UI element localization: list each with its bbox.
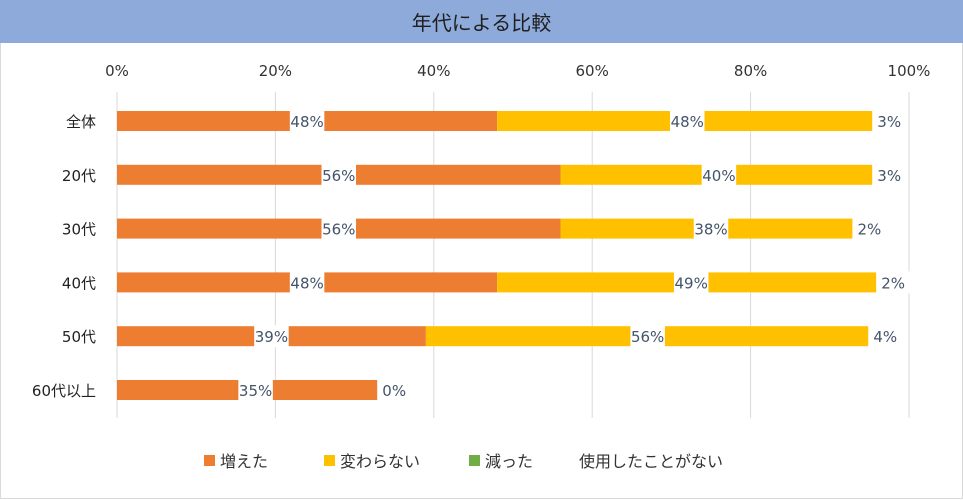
legend-swatch-0 (204, 455, 215, 466)
data-label-0-0: 48% (290, 113, 323, 131)
data-label-2-3: 2% (881, 274, 905, 292)
x-tick-label-3: 60% (576, 62, 609, 80)
category-label-5: 60代以上 (32, 382, 96, 400)
data-label-1-0: 48% (671, 113, 704, 131)
category-label-0: 全体 (66, 113, 96, 131)
data-label-bg-0-2 (321, 217, 357, 240)
data-label-2-4: 4% (873, 328, 897, 346)
data-label-bg-0-5 (238, 379, 273, 401)
x-tick-label-1: 20% (259, 62, 292, 80)
data-label-bg-2-3 (876, 271, 911, 294)
data-label-bg-1-2 (693, 217, 729, 240)
data-label-0-3: 48% (290, 274, 323, 292)
data-label-0-5: 35% (239, 382, 272, 400)
data-label-0-1: 56% (322, 167, 355, 185)
data-label-0-2: 56% (322, 221, 355, 239)
data-label-bg-2-0 (872, 110, 907, 132)
data-label-2-2: 2% (858, 221, 882, 239)
data-label-bg-2-2 (852, 217, 887, 240)
data-label-bg-1-0 (669, 110, 705, 132)
data-label-bg-2-4 (868, 325, 903, 348)
data-label-1-3: 49% (675, 274, 708, 292)
data-label-bg-1-1 (701, 163, 737, 186)
category-label-4: 50代 (62, 328, 96, 346)
data-label-2-1: 3% (877, 167, 901, 185)
x-tick-label-2: 40% (417, 62, 450, 80)
chart-title: 年代による比較 (411, 11, 552, 35)
legend-label-3: 使用したことがない (579, 452, 723, 471)
category-label-1: 20代 (62, 167, 96, 185)
x-tick-label-4: 80% (734, 62, 767, 80)
x-tick-label-5: 100% (888, 62, 931, 80)
data-label-2-0: 3% (877, 113, 901, 131)
x-tick-label-0: 0% (105, 62, 129, 80)
data-label-1-2: 38% (694, 221, 727, 239)
data-label-bg-1-4 (630, 325, 665, 348)
legend-label-2: 減った (485, 452, 533, 471)
data-label-0-4: 39% (255, 328, 288, 346)
data-label-bg-0-3 (289, 271, 325, 294)
data-label-bg-0-4 (254, 325, 289, 348)
legend-label-1: 変わらない (340, 452, 420, 471)
data-label-bg-1-3 (673, 271, 709, 294)
data-label-bg-2-5 (377, 379, 412, 401)
data-label-1-1: 40% (702, 167, 735, 185)
legend-label-0: 増えた (220, 452, 268, 471)
title-bar: 年代による比較 (0, 0, 963, 43)
data-label-bg-2-1 (872, 163, 907, 186)
legend-swatch-1 (324, 455, 335, 466)
category-label-3: 40代 (62, 274, 96, 292)
data-label-bg-0-0 (289, 110, 325, 132)
category-label-2: 30代 (62, 221, 96, 239)
legend-swatch-2 (469, 455, 480, 466)
data-label-2-5: 0% (382, 382, 406, 400)
data-label-bg-0-1 (321, 163, 357, 186)
data-label-1-4: 56% (631, 328, 664, 346)
